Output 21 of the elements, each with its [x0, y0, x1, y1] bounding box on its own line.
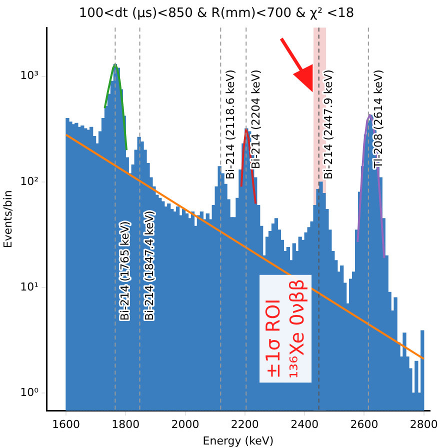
x-tick-label: 2400 [290, 418, 319, 432]
ref-line-label: Bi-214 (1765 keV) [118, 221, 132, 321]
y-tick-label: 10⁰ [20, 386, 40, 399]
x-tick-label: 1800 [112, 418, 140, 432]
x-tick-label: 2800 [410, 418, 438, 432]
ref-line-label: Bi-214 (1847.4 keV) [143, 210, 156, 321]
x-axis-title: Energy (keV) [202, 434, 274, 448]
ref-line-label: Bi-214 (2204 keV) [249, 70, 262, 170]
y-tick-label: 10¹ [20, 280, 39, 294]
x-tick-label: 2200 [230, 418, 259, 432]
chart-title: 100<dt (μs)<850 & R(mm)<700 & χ² <18 [78, 6, 354, 22]
x-tick-label: 2600 [350, 418, 378, 432]
band-label: ±1σ ROI ¹³⁶Xe 0νββ [262, 278, 309, 379]
ref-line-label: Tl-208 (2614 keV) [372, 70, 385, 170]
y-tick-label: 10² [20, 174, 39, 188]
ref-line-label: Bi-214 (2118.6 keV) [224, 70, 238, 180]
y-axis-title: Events/bin [1, 190, 14, 248]
x-tick-label: 1600 [52, 418, 80, 432]
y-tick-label: 10³ [20, 69, 39, 82]
x-tick-label: 2000 [171, 418, 200, 432]
ref-line-label: Bi-214 (2447.9 keV) [322, 70, 336, 180]
